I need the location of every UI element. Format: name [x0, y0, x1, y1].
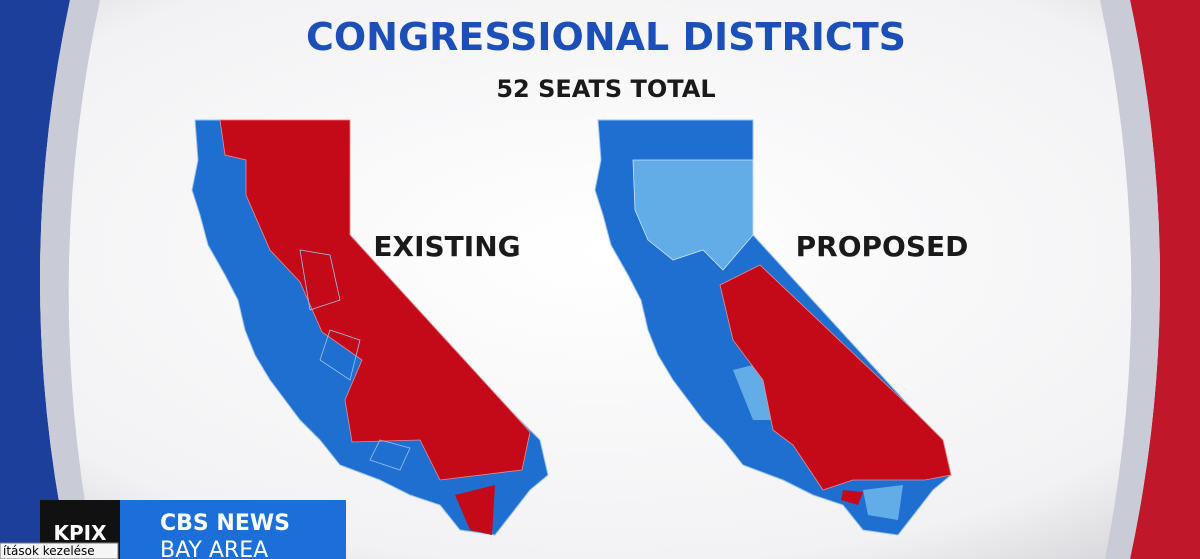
right-ring: [1130, 0, 1200, 559]
left-ring-inner: [40, 0, 100, 559]
subtitle: 52 SEATS TOTAL: [496, 75, 715, 103]
proposed-map: PROPOSED: [594, 119, 969, 536]
left-ring: [0, 0, 70, 559]
map-label: PROPOSED: [796, 230, 969, 263]
region: BAY AREA: [160, 538, 268, 559]
tooltip: [0, 542, 119, 559]
tooltip-text: ítások kezelése: [3, 544, 95, 558]
existing-map: EXISTING: [191, 119, 549, 536]
network-box: [120, 500, 346, 559]
map-label: EXISTING: [373, 230, 520, 263]
network: CBS NEWS: [160, 511, 290, 536]
station: KPIX: [53, 521, 107, 545]
title: CONGRESSIONAL DISTRICTS: [306, 15, 906, 59]
right-ring-inner: [1100, 0, 1160, 559]
